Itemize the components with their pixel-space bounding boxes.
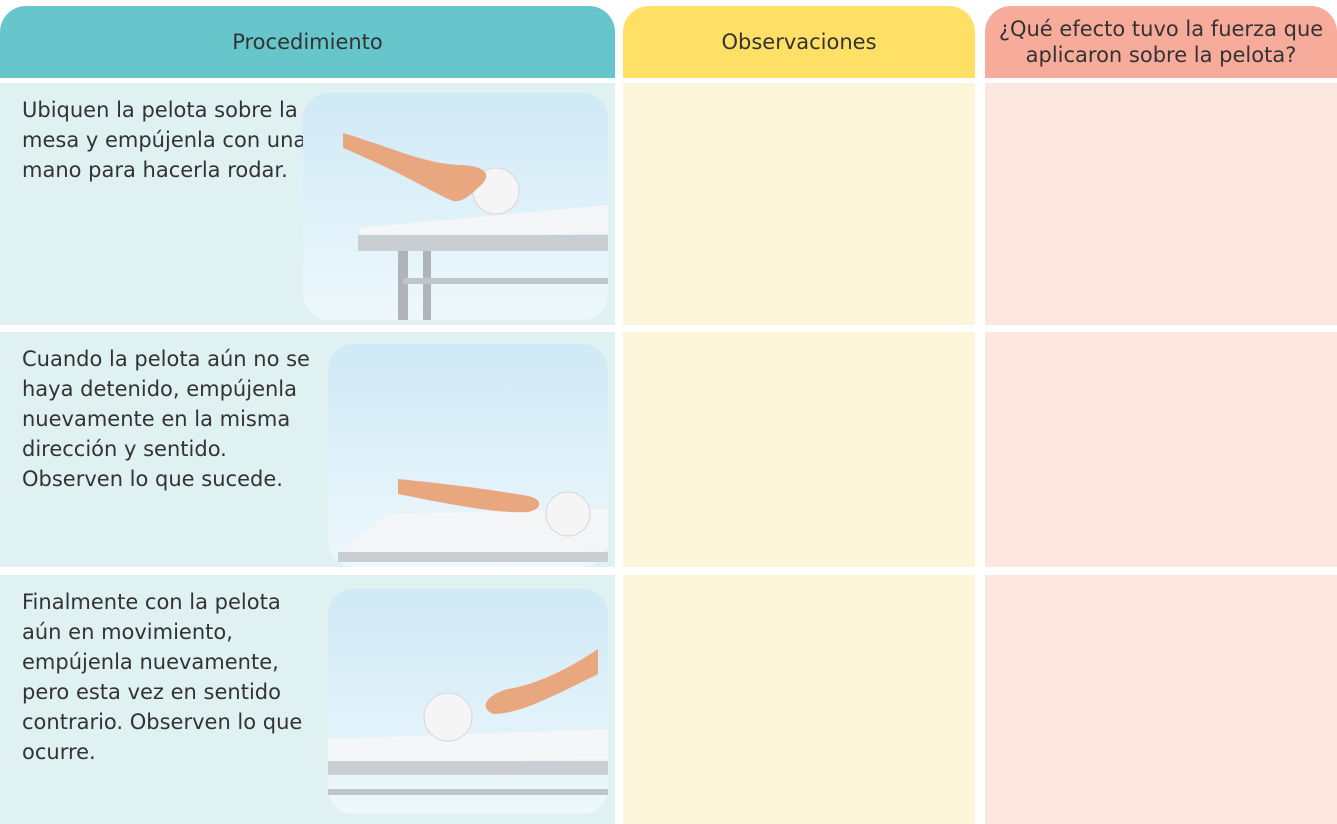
header-procedure: Procedimiento <box>0 6 615 78</box>
row-procedure: Cuando la pelota aún no se haya detenido… <box>0 332 615 567</box>
row-procedure: Finalmente con la pelota aún en movimien… <box>0 575 615 824</box>
row-procedure: Ubiquen la pelota sobre la mesa y empúje… <box>0 83 615 325</box>
header-effect: ¿Qué efecto tuvo la fuerza que aplicaron… <box>985 6 1337 78</box>
observation-cell <box>623 575 975 824</box>
header-observations: Observaciones <box>623 6 975 78</box>
observation-cell <box>623 83 975 325</box>
illustration <box>303 93 608 320</box>
illustration <box>328 344 608 567</box>
observation-cell <box>623 332 975 567</box>
procedure-text: Finalmente con la pelota aún en movimien… <box>22 590 303 764</box>
procedure-text: Cuando la pelota aún no se haya detenido… <box>22 347 310 491</box>
procedure-text: Ubiquen la pelota sobre la mesa y empúje… <box>22 98 307 182</box>
effect-cell <box>985 575 1337 824</box>
illustration <box>328 589 608 814</box>
effect-cell <box>985 83 1337 325</box>
effect-cell <box>985 332 1337 567</box>
